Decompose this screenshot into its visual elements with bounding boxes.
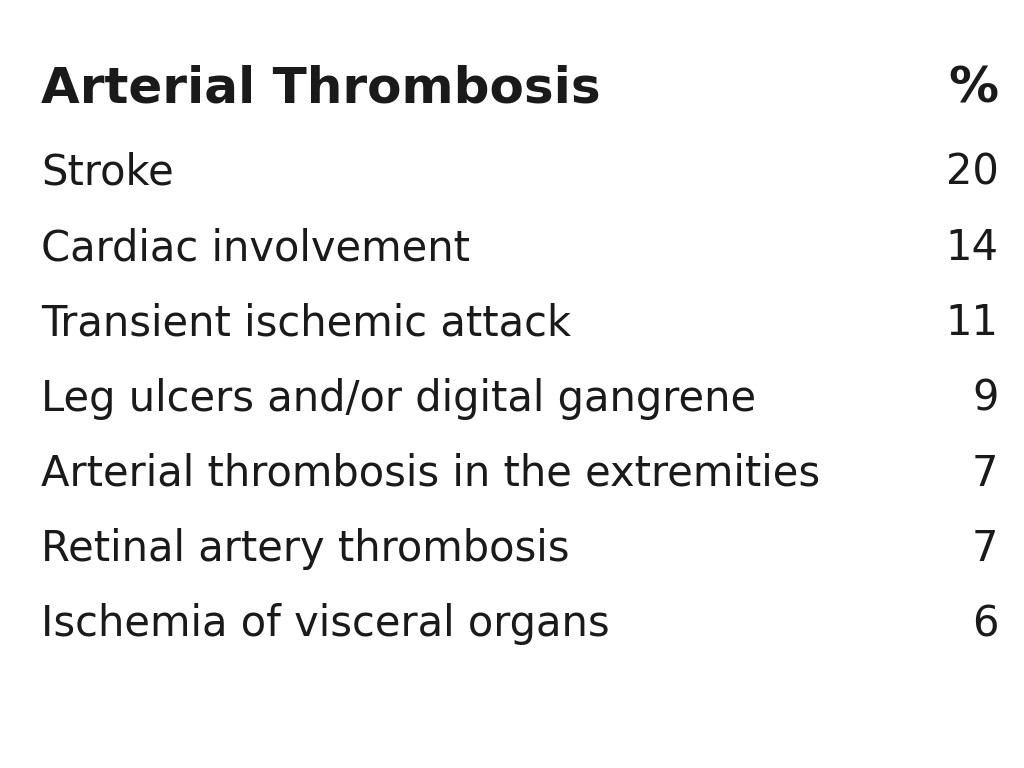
Text: 14: 14 bbox=[945, 227, 998, 269]
Text: 6: 6 bbox=[972, 604, 998, 645]
Text: Stroke: Stroke bbox=[41, 152, 174, 194]
Text: Retinal artery thrombosis: Retinal artery thrombosis bbox=[41, 528, 569, 570]
Text: Leg ulcers and/or digital gangrene: Leg ulcers and/or digital gangrene bbox=[41, 378, 756, 419]
Text: 7: 7 bbox=[972, 453, 998, 495]
Text: 7: 7 bbox=[972, 528, 998, 570]
Text: Cardiac involvement: Cardiac involvement bbox=[41, 227, 470, 269]
Text: 11: 11 bbox=[945, 303, 998, 344]
Text: Arterial Thrombosis: Arterial Thrombosis bbox=[41, 65, 601, 112]
Text: Arterial thrombosis in the extremities: Arterial thrombosis in the extremities bbox=[41, 453, 820, 495]
Text: 9: 9 bbox=[972, 378, 998, 419]
Text: Transient ischemic attack: Transient ischemic attack bbox=[41, 303, 571, 344]
Text: Ischemia of visceral organs: Ischemia of visceral organs bbox=[41, 604, 609, 645]
Text: %: % bbox=[948, 65, 998, 112]
Text: 20: 20 bbox=[945, 152, 998, 194]
